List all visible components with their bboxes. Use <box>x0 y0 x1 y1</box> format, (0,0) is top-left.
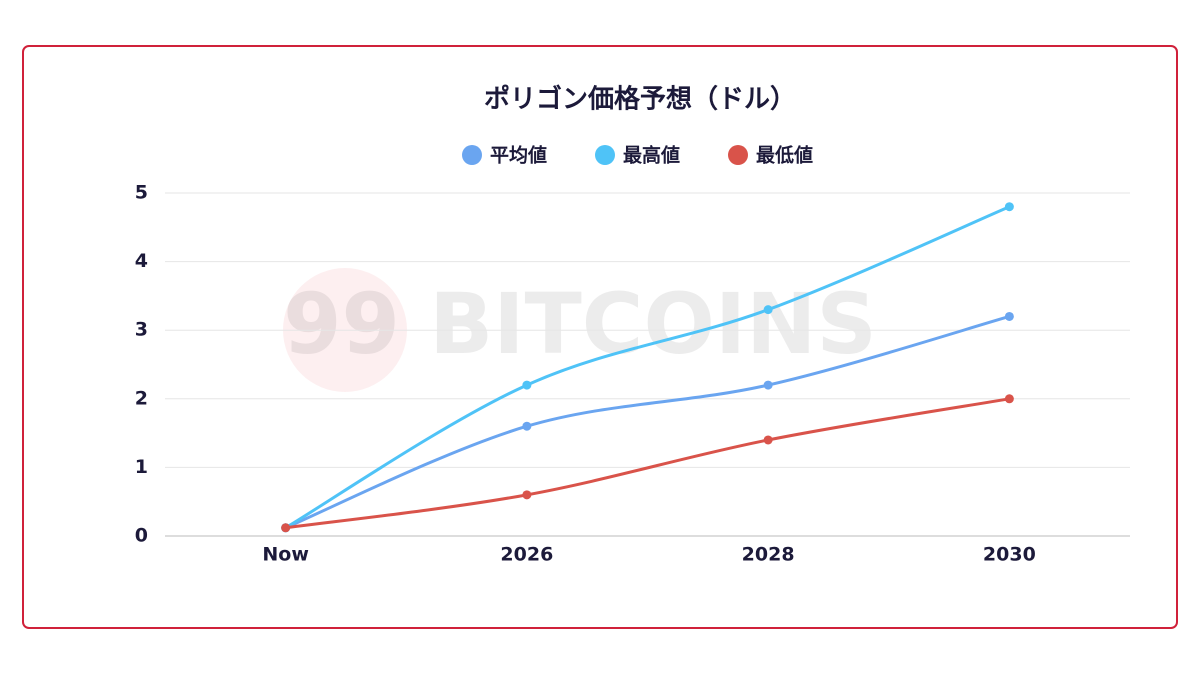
data-point <box>522 490 532 500</box>
data-point <box>763 435 773 445</box>
x-tick-label: Now <box>262 544 309 566</box>
data-point <box>522 380 532 390</box>
y-tick-label: 1 <box>135 456 148 478</box>
watermark: 99 BITCOINS <box>283 275 877 373</box>
x-tick-label: 2028 <box>742 544 795 566</box>
x-tick-label: 2030 <box>983 544 1036 566</box>
y-tick-label: 5 <box>135 182 148 204</box>
legend-label: 最低値 <box>756 144 813 167</box>
data-point <box>1004 311 1014 321</box>
y-tick-label: 3 <box>135 319 148 341</box>
series-line <box>285 397 1010 530</box>
data-point <box>281 523 291 533</box>
legend-marker <box>728 145 748 165</box>
data-point <box>763 305 773 315</box>
y-tick-label: 4 <box>135 250 148 272</box>
series-line <box>284 205 1010 530</box>
legend-label: 平均値 <box>490 144 547 167</box>
legend-marker <box>595 145 615 165</box>
x-tick-label: 2026 <box>500 544 553 566</box>
data-point <box>522 421 532 431</box>
chart-title: ポリゴン価格予想（ドル） <box>484 84 796 115</box>
frame <box>22 45 1178 629</box>
legend-label: 最高値 <box>623 144 680 167</box>
data-point <box>1004 202 1014 212</box>
y-tick-label: 0 <box>135 525 148 547</box>
y-tick-label: 2 <box>135 387 148 409</box>
data-point <box>763 380 773 390</box>
data-point <box>1004 394 1014 404</box>
legend-marker <box>462 145 482 165</box>
series-line <box>285 315 1010 530</box>
